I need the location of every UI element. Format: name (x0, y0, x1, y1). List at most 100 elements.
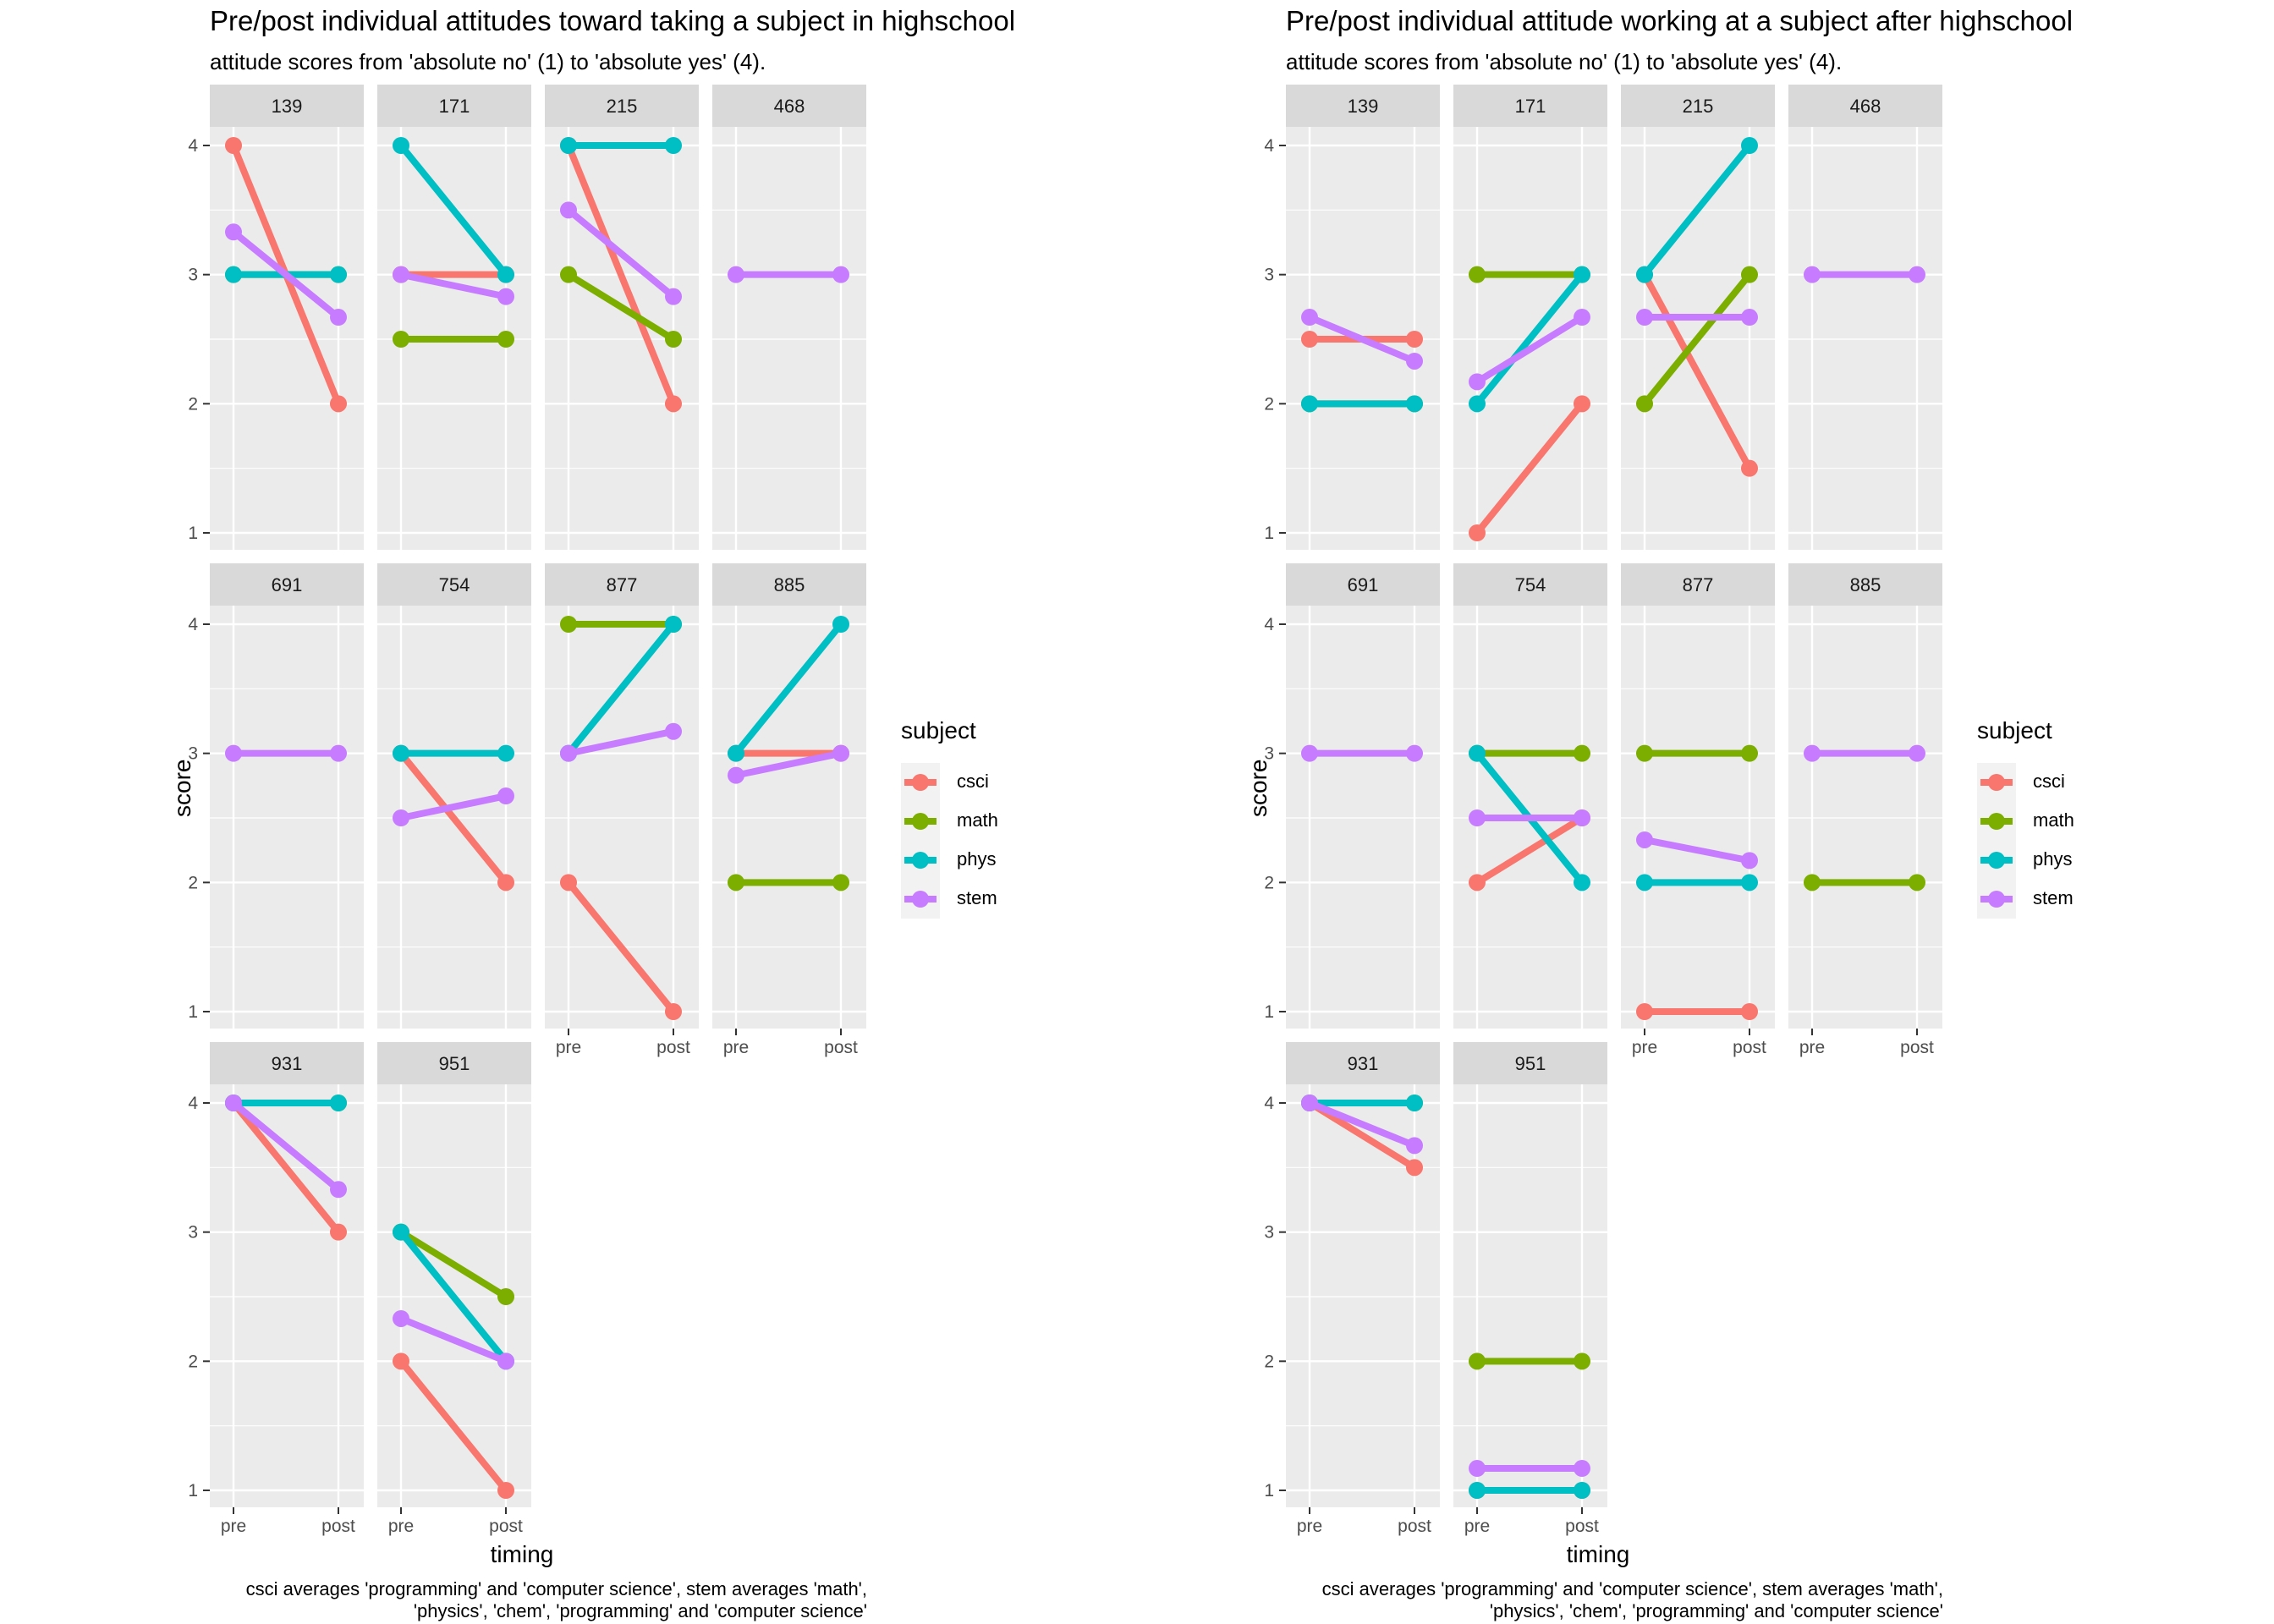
data-point-stem-pre (393, 1309, 409, 1327)
data-point-phys-post (665, 137, 682, 154)
data-point-stem-pre (225, 1095, 242, 1111)
legend-label: math (957, 809, 998, 831)
y-tick-label: 2 (188, 1352, 198, 1371)
facet-strip (1788, 85, 1942, 127)
data-point-phys-post (497, 744, 514, 762)
facet-label: 885 (774, 574, 805, 595)
facet-panel-754: 754 (1453, 563, 1607, 1029)
data-point-math-pre (393, 331, 409, 348)
data-point-stem-post (497, 787, 514, 805)
data-point-phys-post (330, 1095, 347, 1111)
x-tick-label: pre (556, 1038, 581, 1057)
series-line-csci (1474, 401, 1585, 535)
y-tick-label: 2 (188, 873, 198, 892)
data-point-stem-pre (728, 766, 744, 784)
legend-key (1977, 841, 2016, 880)
legend-key (1977, 880, 2016, 919)
data-point-stem-post (497, 1352, 514, 1370)
series-line-csci (230, 1100, 342, 1235)
facet-label: 754 (1515, 574, 1546, 595)
data-point-phys-pre (728, 744, 744, 762)
data-point-stem-post (1574, 1460, 1590, 1478)
series-line-stem (1308, 314, 1416, 365)
legend-key (901, 841, 940, 880)
data-point-math-post (497, 1288, 514, 1305)
series-line-stem (400, 271, 507, 300)
facet-label: 468 (1850, 96, 1881, 117)
data-point-stem-post (832, 266, 849, 283)
legend-item-math: math (901, 802, 998, 841)
series-line-csci (565, 144, 677, 405)
data-point-csci-post (1741, 1003, 1758, 1020)
facet-label: 951 (1515, 1053, 1546, 1074)
data-point-csci-post (665, 395, 682, 413)
data-point-stem-pre (225, 744, 242, 762)
data-point-stem-post (1741, 309, 1758, 326)
facet-panel-877: 877 pre post (1621, 563, 1775, 1057)
data-point-phys-pre (560, 137, 577, 154)
series-line-phys (398, 1230, 509, 1363)
data-point-stem-pre (393, 809, 409, 826)
legend: subject csci math phys stem (901, 717, 998, 919)
chart-left: Pre/post individual attitudes toward tak… (106, 5, 1015, 1622)
data-point-stem-pre (1636, 831, 1653, 848)
data-point-stem-post (1909, 744, 1925, 762)
data-point-stem-post (1406, 352, 1423, 370)
facet-label: 171 (439, 96, 470, 117)
data-point-math-pre (728, 874, 744, 892)
data-point-phys-post (1574, 874, 1590, 892)
x-tick-label: post (824, 1038, 858, 1057)
series-line-stem (231, 229, 341, 321)
data-point-phys-pre (1469, 1482, 1486, 1499)
data-point-stem-post (1574, 809, 1590, 826)
plot-area: 139 1 2 3 4 171 215 468 691 1 2 3 4 754 877 pre post 885 p… (1264, 85, 1942, 1536)
data-point-phys-pre (1636, 874, 1653, 892)
data-point-stem-post (1406, 744, 1423, 762)
facet-label: 691 (1348, 574, 1379, 595)
data-point-phys-post (1741, 874, 1758, 892)
x-tick-label: pre (1464, 1517, 1490, 1536)
legend-title: subject (901, 717, 976, 743)
y-tick-label: 2 (1264, 873, 1274, 892)
series-line-stem (735, 749, 842, 779)
y-tick-label: 3 (1264, 744, 1274, 764)
data-point-stem-pre (728, 266, 744, 283)
legend-key (1977, 802, 2016, 841)
legend-title: subject (1977, 717, 2052, 743)
data-point-csci-pre (1636, 1003, 1653, 1020)
y-tick-label: 4 (1264, 136, 1274, 156)
data-point-stem-post (330, 309, 347, 326)
legend-label: csci (2033, 771, 2065, 792)
legend-label: csci (957, 771, 989, 792)
data-point-math-post (1574, 744, 1590, 762)
facet-strip (545, 85, 699, 127)
facet-label: 215 (1683, 96, 1714, 117)
series-line-phys (733, 622, 844, 756)
y-tick-label: 4 (188, 1094, 198, 1113)
legend-item-stem: stem (901, 880, 997, 919)
facet-label: 931 (1348, 1053, 1379, 1074)
data-point-csci-pre (1469, 524, 1486, 541)
data-point-stem-pre (225, 223, 242, 241)
data-point-phys-post (1741, 137, 1758, 154)
legend-item-phys: phys (1977, 841, 2072, 880)
data-point-phys-pre (225, 266, 242, 283)
legend: subject csci math phys stem (1977, 717, 2074, 919)
facet-strip (712, 563, 866, 606)
x-tick-label: pre (1632, 1038, 1657, 1057)
x-tick-label: post (321, 1517, 355, 1536)
facet-strip (210, 1042, 364, 1084)
caption-line-1: csci averages 'programming' and 'compute… (1321, 1578, 1943, 1599)
series-line-phys (1641, 143, 1753, 277)
data-point-csci-pre (1301, 331, 1318, 348)
x-tick-label: pre (723, 1038, 749, 1057)
data-point-phys-pre (1636, 266, 1653, 283)
series-line-stem (1644, 837, 1750, 864)
caption: csci averages 'programming' and 'compute… (106, 1578, 867, 1622)
y-tick-label: 3 (188, 1223, 198, 1243)
x-tick-label: pre (1297, 1517, 1322, 1536)
facet-strip (377, 563, 531, 606)
x-tick-label: pre (221, 1517, 246, 1536)
data-point-math-pre (1636, 395, 1653, 413)
series-line-phys (398, 143, 509, 277)
